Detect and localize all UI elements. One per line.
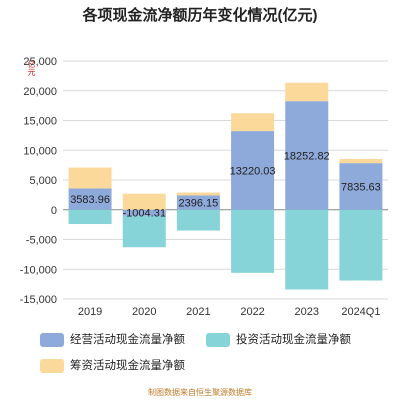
y-tick-label: 5,000 — [29, 175, 57, 187]
legend-swatch-investing — [206, 332, 230, 347]
y-tick-label: 15,000 — [23, 116, 57, 128]
x-tick-label: 2023 — [295, 306, 319, 318]
bar-segment — [231, 131, 275, 210]
y-axis-label: 亿元 — [27, 60, 36, 76]
bar-segment — [339, 163, 383, 210]
bar-segment — [339, 158, 383, 164]
y-tick-label: 0 — [51, 205, 57, 217]
data-label: 3583.96 — [70, 194, 110, 206]
chart-title: 各项现金流净额历年变化情况(亿元) — [82, 7, 318, 24]
bar-segment — [68, 167, 112, 189]
data-labels: 3583.96 -1004.31 2396.15 13220.03 18252.82 78… — [70, 150, 381, 219]
legend-swatch-financing — [40, 358, 64, 373]
bar-segment — [285, 82, 329, 102]
y-tick-label: -10,000 — [20, 264, 57, 276]
bar-segment — [68, 209, 112, 225]
y-tick-label: 25,000 — [23, 56, 57, 68]
bar-segment — [122, 215, 166, 248]
bar-segment — [231, 113, 275, 132]
chart-plot: -15,000 -10,000 -5,000 0 5,000 10,000 15,000 20… — [20, 56, 388, 318]
bar-segment — [176, 192, 220, 196]
data-label: 18252.82 — [284, 150, 330, 162]
bar-segment — [176, 209, 220, 231]
source-note: 制图数据来自恒生聚源数据库 — [148, 388, 252, 397]
x-tick-label: 2022 — [240, 306, 264, 318]
grid-lines — [63, 60, 388, 300]
bar-segment — [122, 209, 166, 216]
bar-segment — [285, 101, 329, 210]
y-tick-label: -15,000 — [20, 294, 57, 306]
bar-segment — [122, 193, 166, 210]
legend-item-financing: 筹资活动现金流量净额 — [40, 358, 185, 374]
data-label: 2396.15 — [179, 198, 219, 210]
bar-segment — [285, 209, 329, 290]
legend-item-investing: 投资活动现金流量净额 — [206, 332, 351, 348]
y-tick-label: 20,000 — [23, 86, 57, 98]
data-label: -1004.31 — [123, 208, 166, 220]
x-tick-label: 2021 — [186, 306, 210, 318]
x-tick-label: 2019 — [78, 306, 102, 318]
legend-label-operating: 经营活动现金流量净额 — [70, 334, 185, 346]
y-tick-label: 10,000 — [23, 145, 57, 157]
y-tick-labels: -15,000 -10,000 -5,000 0 5,000 10,000 15,000 20… — [20, 56, 57, 306]
bar-segment — [231, 209, 275, 273]
x-tick-label: 2024Q1 — [341, 306, 380, 318]
data-label: 13220.03 — [230, 165, 276, 177]
bar-segment — [68, 188, 112, 210]
bars — [68, 82, 383, 290]
legend-label-financing: 筹资活动现金流量净额 — [70, 360, 185, 372]
legend-label-investing: 投资活动现金流量净额 — [236, 334, 351, 346]
bar-segment — [339, 209, 383, 281]
legend-swatch-operating — [40, 332, 64, 347]
x-tick-label: 2020 — [132, 306, 156, 318]
x-tick-labels: 2019 2020 2021 2022 2023 2024Q1 — [78, 306, 381, 318]
legend-item-operating: 经营活动现金流量净额 — [40, 332, 185, 348]
bar-segment — [176, 195, 220, 210]
y-tick-label: -5,000 — [26, 235, 57, 247]
data-label: 7835.63 — [341, 181, 381, 193]
